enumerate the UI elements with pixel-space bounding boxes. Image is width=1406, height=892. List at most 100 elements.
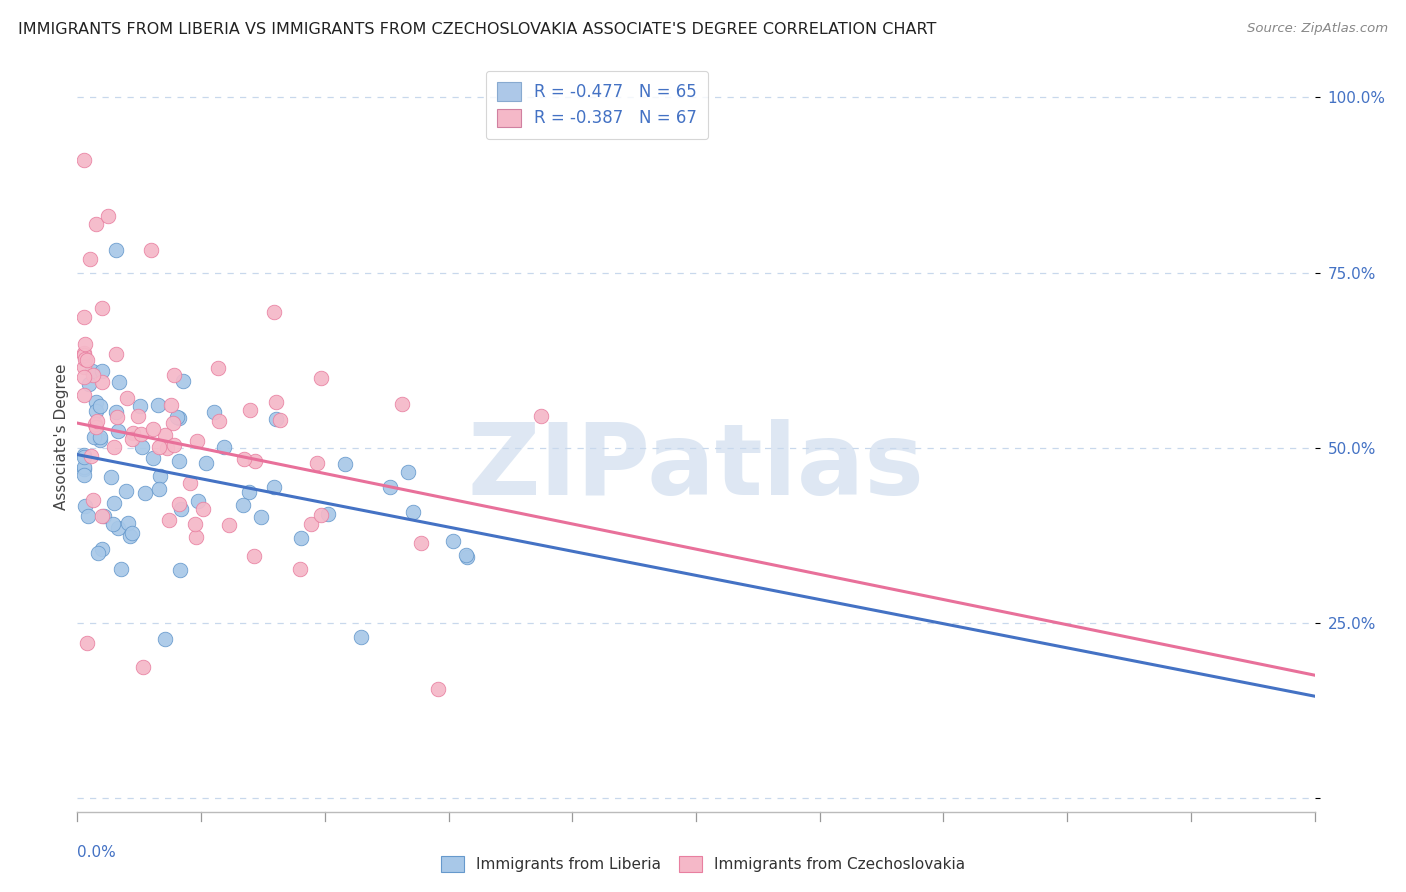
- Point: [159, 398, 181, 412]
- Point: [104, 243, 127, 257]
- Point: [77, 376, 100, 391]
- Point: [131, 427, 153, 442]
- Point: [129, 399, 152, 413]
- Point: [76, 509, 98, 524]
- Point: [115, 391, 138, 405]
- Point: [73, 462, 96, 476]
- Point: [72, 450, 94, 464]
- Point: [269, 413, 291, 427]
- Point: [250, 510, 273, 524]
- Point: [167, 411, 190, 425]
- Point: [121, 432, 143, 446]
- Point: [167, 454, 190, 468]
- Point: [82, 368, 104, 382]
- Point: [73, 310, 96, 325]
- Point: [264, 395, 287, 409]
- Text: 0.0%: 0.0%: [77, 846, 117, 861]
- Point: [456, 549, 478, 564]
- Point: [333, 458, 356, 472]
- Point: [309, 371, 332, 385]
- Point: [83, 429, 105, 443]
- Point: [84, 395, 107, 409]
- Point: [76, 636, 98, 650]
- Point: [72, 448, 94, 462]
- Point: [156, 441, 179, 455]
- Point: [127, 409, 149, 423]
- Point: [142, 451, 165, 466]
- Point: [186, 434, 208, 449]
- Point: [84, 403, 107, 417]
- Point: [83, 417, 105, 431]
- Point: [186, 530, 208, 544]
- Point: [93, 509, 115, 524]
- Point: [162, 416, 184, 430]
- Legend: R = -0.477   N = 65, R = -0.387   N = 67: R = -0.477 N = 65, R = -0.387 N = 67: [485, 70, 709, 139]
- Point: [75, 337, 97, 351]
- Point: [398, 466, 420, 480]
- Point: [191, 502, 214, 516]
- Point: [290, 531, 312, 545]
- Point: [155, 632, 177, 647]
- Point: [157, 512, 180, 526]
- Legend: Immigrants from Liberia, Immigrants from Czechoslovakia: Immigrants from Liberia, Immigrants from…: [433, 848, 973, 880]
- Point: [427, 681, 450, 696]
- Point: [72, 348, 94, 362]
- Point: [163, 368, 186, 382]
- Point: [87, 546, 110, 560]
- Point: [187, 494, 209, 508]
- Point: [218, 518, 240, 533]
- Point: [72, 345, 94, 359]
- Point: [239, 403, 262, 417]
- Point: [107, 521, 129, 535]
- Point: [316, 507, 339, 521]
- Text: IMMIGRANTS FROM LIBERIA VS IMMIGRANTS FROM CZECHOSLOVAKIA ASSOCIATE'S DEGREE COR: IMMIGRANTS FROM LIBERIA VS IMMIGRANTS FR…: [18, 22, 936, 37]
- Point: [212, 440, 235, 454]
- Point: [441, 534, 464, 549]
- Point: [184, 517, 207, 532]
- Point: [108, 376, 131, 390]
- Point: [101, 516, 124, 531]
- Point: [169, 563, 191, 577]
- Point: [86, 414, 108, 428]
- Point: [103, 496, 125, 510]
- Point: [115, 484, 138, 499]
- Point: [82, 493, 104, 508]
- Point: [307, 456, 329, 470]
- Point: [104, 405, 127, 419]
- Point: [153, 428, 176, 442]
- Point: [529, 409, 551, 424]
- Point: [456, 549, 478, 563]
- Point: [148, 440, 170, 454]
- Point: [97, 210, 120, 224]
- Point: [91, 301, 114, 315]
- Text: Source: ZipAtlas.com: Source: ZipAtlas.com: [1247, 22, 1388, 36]
- Point: [263, 304, 285, 318]
- Point: [80, 364, 103, 378]
- Point: [148, 482, 170, 496]
- Point: [172, 374, 194, 388]
- Point: [73, 499, 96, 513]
- Point: [167, 497, 190, 511]
- Point: [149, 468, 172, 483]
- Point: [121, 525, 143, 540]
- Point: [91, 541, 114, 556]
- Point: [243, 453, 266, 467]
- Point: [89, 430, 111, 444]
- Point: [264, 412, 287, 426]
- Point: [122, 425, 145, 440]
- Point: [166, 410, 188, 425]
- Point: [163, 438, 186, 452]
- Point: [243, 549, 266, 563]
- Point: [170, 501, 193, 516]
- Point: [79, 252, 101, 266]
- Point: [232, 498, 254, 512]
- Point: [90, 364, 112, 378]
- Point: [139, 243, 162, 257]
- Point: [104, 347, 127, 361]
- Point: [100, 470, 122, 484]
- Point: [378, 480, 401, 494]
- Point: [299, 516, 322, 531]
- Point: [288, 562, 311, 576]
- Point: [401, 505, 423, 519]
- Point: [132, 660, 155, 674]
